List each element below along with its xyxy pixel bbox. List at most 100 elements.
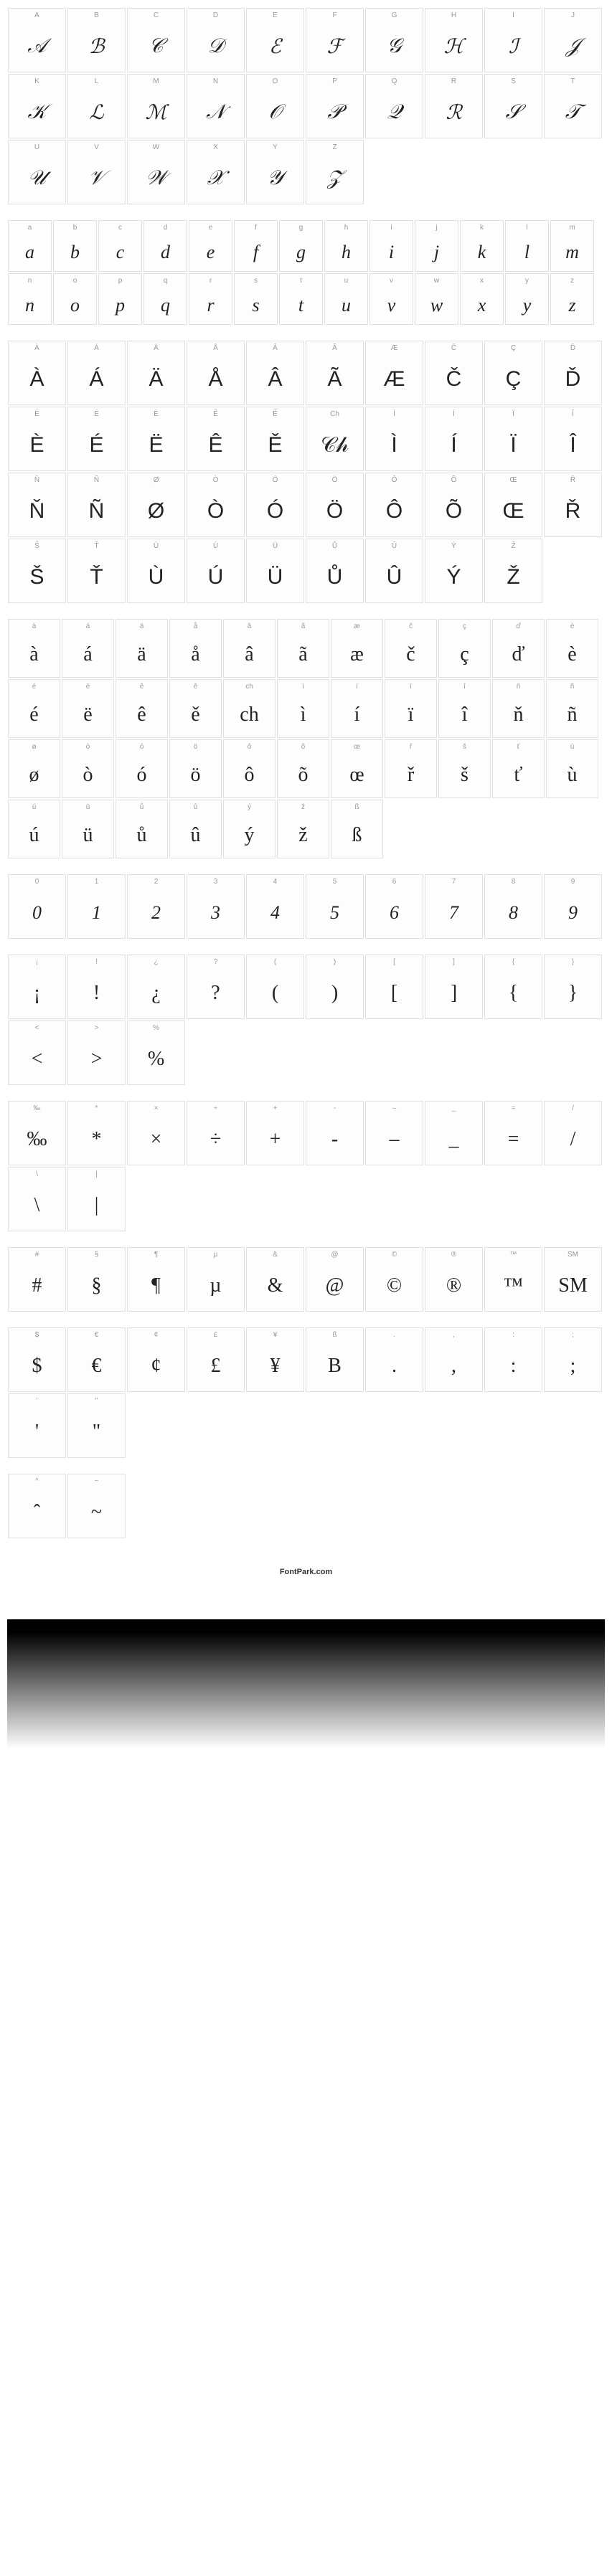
symbols5-grid: ^ˆ~~ [7, 1473, 605, 1539]
glyph-cell: ĎĎ [544, 341, 602, 405]
glyph-char: 𝒟 [207, 22, 223, 72]
glyph-cell: €€ [67, 1327, 126, 1392]
glyph-label: X [213, 141, 218, 153]
glyph-label: l [526, 221, 527, 234]
glyph-cell: $$ [8, 1327, 66, 1392]
glyph-char: h [342, 234, 351, 271]
glyph-label: 2 [154, 875, 159, 888]
glyph-cell: ÓÓ [246, 473, 304, 537]
glyph-label: Z [332, 141, 336, 153]
glyph-char: ť [514, 753, 523, 797]
glyph-char: & [268, 1261, 283, 1311]
glyph-cell: 11 [67, 874, 126, 939]
glyph-label: ž [301, 800, 305, 813]
glyph-cell: ÅÅ [187, 341, 245, 405]
glyph-label: Ô [392, 473, 397, 486]
glyph-char: É [89, 420, 103, 470]
glyph-label: > [95, 1021, 99, 1034]
glyph-cell: ** [67, 1101, 126, 1165]
glyph-char: 𝒦 [27, 87, 46, 138]
glyph-cell: (( [246, 955, 304, 1019]
glyph-label: ì [302, 680, 304, 693]
glyph-char: 6 [390, 888, 399, 938]
glyph-char: ä [137, 633, 146, 677]
glyph-label: ø [32, 740, 36, 753]
glyph-char: Ê [208, 420, 222, 470]
glyph-label: í [356, 680, 358, 693]
glyph-cell: ůů [116, 800, 168, 858]
glyph-char: ℒ [89, 87, 103, 138]
glyph-cell: ìì [277, 679, 329, 738]
glyph-label: ™ [510, 1248, 517, 1261]
glyph-char: o [70, 287, 80, 324]
glyph-cell: œœ [331, 739, 383, 798]
glyph-label: t [300, 274, 302, 287]
glyph-char: Á [89, 354, 103, 404]
glyph-label: b [73, 221, 77, 234]
glyph-char: î [462, 693, 468, 737]
glyph-cell: ¿¿ [127, 955, 185, 1019]
glyph-cell: öö [169, 739, 222, 798]
glyph-cell: õõ [277, 739, 329, 798]
glyph-label: e [209, 221, 213, 234]
glyph-cell: ÛÛ [365, 539, 423, 603]
glyph-label: c [118, 221, 122, 234]
glyph-char: > [91, 1034, 103, 1084]
glyph-char: : [511, 1341, 517, 1391]
glyph-cell: ČČ [425, 341, 483, 405]
glyph-cell: .. [365, 1327, 423, 1392]
glyph-label: 7 [452, 875, 456, 888]
glyph-char: – [390, 1114, 400, 1165]
glyph-cell: ďď [492, 619, 545, 678]
glyph-char: f [253, 234, 258, 271]
glyph-char: ý [245, 813, 255, 858]
glyph-label: $ [35, 1328, 39, 1341]
glyph-char: ě [191, 693, 199, 737]
glyph-label: z [570, 274, 574, 287]
glyph-char: 𝒰 [28, 153, 46, 204]
glyph-char: á [83, 633, 92, 677]
glyph-cell: ÕÕ [425, 473, 483, 537]
glyph-cell: ßß [331, 800, 383, 858]
glyph-char: 0 [32, 888, 42, 938]
glyph-char: ¶ [151, 1261, 161, 1311]
glyph-char: x [478, 287, 486, 324]
glyph-char: ß [352, 813, 362, 858]
glyph-cell: óó [116, 739, 168, 798]
glyph-char: ‰ [27, 1114, 47, 1165]
glyph-label: à [32, 620, 37, 633]
glyph-cell: ÇÇ [484, 341, 542, 405]
glyph-char: Ď [565, 354, 581, 404]
glyph-label: ř [410, 740, 412, 753]
glyph-label: ç [463, 620, 466, 633]
glyph-cell: << [8, 1021, 66, 1085]
glyph-label: Ö [332, 473, 338, 486]
glyph-label: w [434, 274, 439, 287]
glyph-char: 𝒜 [27, 22, 47, 72]
symbols2-grid: ‰‰**××÷÷++--––__==//\\|| [7, 1100, 605, 1232]
glyph-label: ß [354, 800, 359, 813]
glyph-char: v [387, 287, 396, 324]
glyph-char: u [342, 287, 351, 324]
glyph-cell: 22 [127, 874, 185, 939]
glyph-label: O [273, 75, 278, 87]
glyph-cell: ňň [492, 679, 545, 738]
glyph-char: 𝒬 [387, 87, 401, 138]
glyph-char: £ [211, 1341, 221, 1391]
glyph-label: n [28, 274, 32, 287]
glyph-label: % [153, 1021, 159, 1034]
glyph-cell: ěě [169, 679, 222, 738]
glyph-label: è [570, 620, 575, 633]
glyph-label: P [332, 75, 337, 87]
bottom-shadow [7, 1619, 605, 1748]
glyph-cell: ÒÒ [187, 473, 245, 537]
glyph-label: Ó [273, 473, 278, 486]
glyph-char: Ě [268, 420, 282, 470]
glyph-label: . [393, 1328, 395, 1341]
glyph-cell: ÝÝ [425, 539, 483, 603]
glyph-label: Ñ [94, 473, 99, 486]
glyph-char: w [430, 287, 443, 324]
glyph-char: 𝒮 [506, 87, 522, 138]
glyph-label: œ [354, 740, 360, 753]
glyph-cell: §§ [67, 1247, 126, 1312]
